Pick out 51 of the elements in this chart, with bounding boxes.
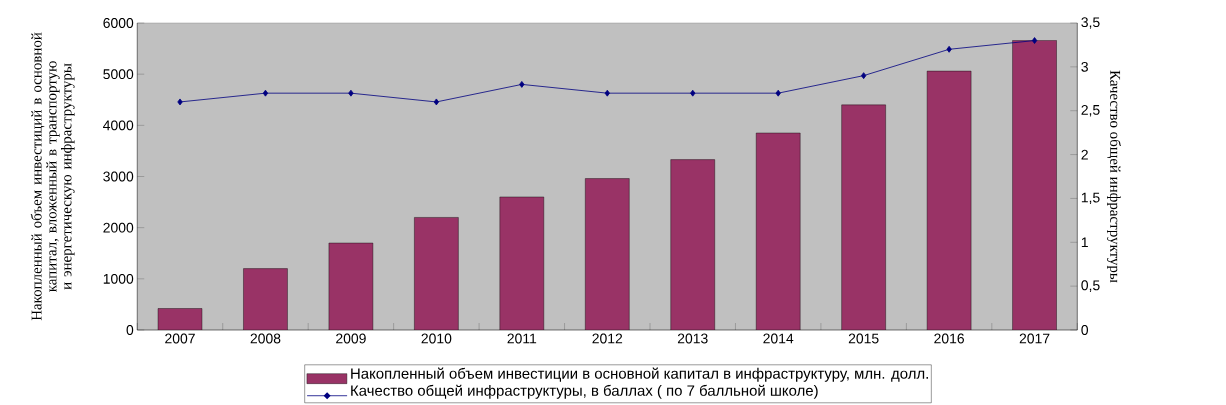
point — [519, 80, 525, 88]
bar — [670, 159, 715, 330]
x-tick-label: 2007 — [165, 333, 195, 344]
bar — [927, 71, 972, 330]
x-tick-label: 2013 — [677, 333, 708, 344]
y2-tick-label: 0 — [1081, 325, 1089, 335]
y-tick-label: 6000 — [103, 18, 134, 28]
point — [690, 89, 696, 97]
point — [861, 72, 867, 80]
bar — [328, 243, 373, 330]
y2-tick-label: 3 — [1081, 61, 1088, 72]
bar — [499, 196, 544, 330]
y-tick-label: 0 — [126, 325, 134, 335]
bar — [585, 178, 630, 330]
y2-tick-label: 1 — [1081, 237, 1088, 248]
point — [262, 89, 269, 97]
y-tick-label: 1000 — [103, 273, 134, 284]
bar — [841, 104, 886, 330]
x-tick-label: 2014 — [763, 333, 794, 344]
x-tick-label: 2008 — [250, 333, 281, 344]
x-tick-label: 2015 — [848, 333, 879, 344]
y-tick-label: 5000 — [103, 69, 134, 80]
y2-tick-label: 3,5 — [1081, 17, 1100, 29]
point — [433, 98, 440, 106]
point — [946, 45, 952, 53]
point — [177, 98, 183, 106]
bar — [243, 268, 288, 330]
bar — [756, 133, 801, 330]
point — [604, 89, 610, 97]
x-tick-label: 2016 — [934, 333, 964, 344]
point — [348, 89, 354, 97]
y2-tick-label: 2,5 — [1081, 104, 1100, 117]
legend-label: Качество общей инфраструктуры, в баллах ( по 7 балльной школе) — [351, 384, 818, 399]
y-axis-title: Накопленный объем инвестиций в основной капитал, вложенный в транспортую и энергетическую инфраструктуры — [30, 32, 75, 321]
y-tick-label: 4000 — [103, 120, 134, 131]
x-tick-label: 2012 — [592, 333, 623, 344]
legend-label: Накопленный объем инвестиции в основной капитал в инфраструктуру, млн. долл. — [351, 367, 928, 382]
x-tick-label: 2017 — [1019, 333, 1050, 344]
y2-tick-label: 0,5 — [1081, 280, 1100, 292]
x-tick-label: 2010 — [421, 333, 452, 344]
point — [1031, 37, 1038, 44]
bar — [414, 217, 459, 330]
y-tick-label: 2000 — [103, 222, 134, 233]
y2-tick-label: 2 — [1081, 149, 1088, 160]
y2-axis-title: Качество общей инфраструктуры — [1107, 70, 1121, 283]
point — [775, 89, 781, 97]
x-tick-label: 2009 — [336, 333, 366, 344]
bar — [1012, 40, 1057, 330]
x-tick-label: 2011 — [507, 333, 537, 344]
y-tick-label: 3000 — [103, 171, 134, 182]
y2-tick-label: 1,5 — [1081, 192, 1100, 205]
